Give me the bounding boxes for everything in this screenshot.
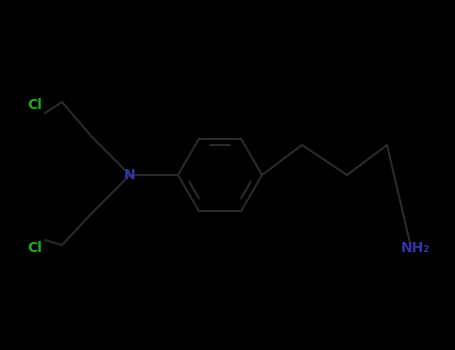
Text: Cl: Cl [28, 98, 42, 112]
Text: N: N [124, 168, 136, 182]
Text: Cl: Cl [28, 241, 42, 255]
Text: NH₂: NH₂ [400, 241, 430, 255]
